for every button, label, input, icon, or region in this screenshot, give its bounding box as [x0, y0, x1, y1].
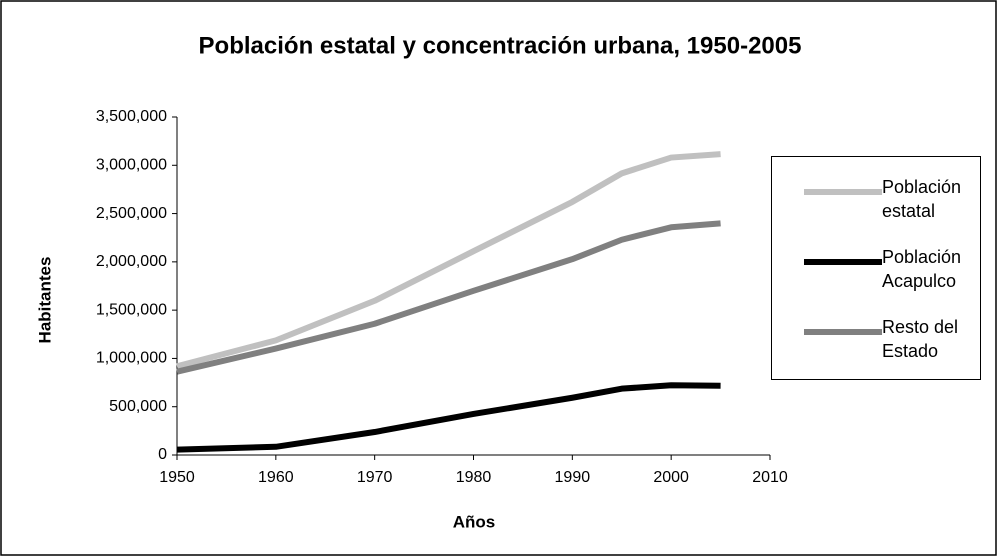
legend-label: Población estatal: [882, 177, 962, 221]
y-tick-label: 500,000: [109, 398, 167, 415]
y-tick-label: 3,500,000: [96, 108, 167, 125]
legend-swatch: [804, 329, 882, 335]
x-tick-label: 2000: [653, 469, 689, 486]
series-line: [176, 382, 721, 453]
legend-item: Población Acapulco: [772, 245, 980, 305]
x-tick-label: 1980: [456, 469, 492, 486]
y-tick-label: 3,000,000: [96, 157, 167, 174]
y-axis-label: Habitantes: [35, 257, 54, 344]
legend-label: Población Acapulco: [882, 247, 962, 291]
legend-item: Población estatal: [772, 175, 980, 235]
chart-title: Población estatal y concentración urbana…: [199, 32, 802, 59]
series-line: [176, 151, 721, 370]
y-tick-label: 1,000,000: [96, 350, 167, 367]
series-line: [176, 220, 721, 375]
x-tick-label: 1970: [357, 469, 393, 486]
y-tick-label: 2,000,000: [96, 253, 167, 270]
x-axis-label: Años: [453, 512, 496, 531]
x-tick-label: 2010: [752, 469, 788, 486]
legend-item: Resto del Estado: [772, 315, 980, 375]
legend-label: Resto del Estado: [882, 317, 959, 361]
legend: Población estatal Población Acapulco Resto…: [771, 156, 981, 380]
x-tick-label: 1960: [258, 469, 294, 486]
x-tick-label: 1990: [555, 469, 591, 486]
legend-swatch: [804, 259, 882, 265]
y-tick-label: 1,500,000: [96, 301, 167, 318]
y-tick-label: 2,500,000: [96, 205, 167, 222]
x-tick-label: 1950: [159, 469, 195, 486]
y-tick-label: 0: [158, 446, 167, 463]
legend-swatch: [804, 189, 882, 195]
